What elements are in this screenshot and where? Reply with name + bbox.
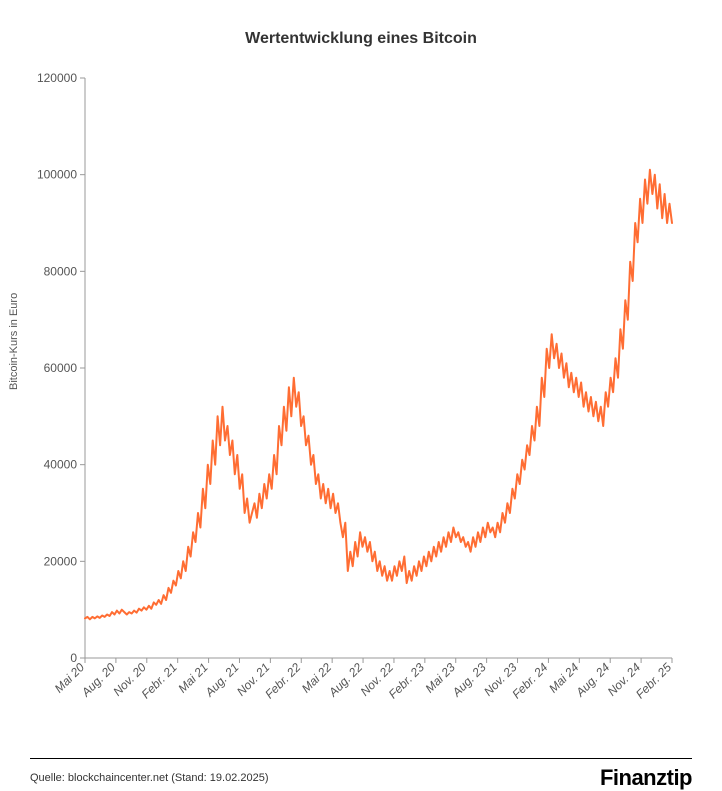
svg-text:Aug. 21: Aug. 21 bbox=[202, 660, 242, 700]
chart-title: Wertentwicklung eines Bitcoin bbox=[30, 30, 692, 48]
svg-text:Aug. 22: Aug. 22 bbox=[325, 660, 365, 700]
svg-text:80000: 80000 bbox=[44, 264, 78, 278]
brand-logo: Finanztip bbox=[600, 765, 692, 791]
chart-container: Wertentwicklung eines Bitcoin Bitcoin-Ku… bbox=[0, 0, 722, 783]
price-line bbox=[85, 170, 672, 620]
svg-text:100000: 100000 bbox=[37, 168, 77, 182]
svg-text:Aug. 24: Aug. 24 bbox=[572, 660, 612, 700]
source-text: Quelle: blockchaincenter.net (Stand: 19.… bbox=[30, 772, 269, 784]
svg-text:40000: 40000 bbox=[44, 458, 78, 472]
svg-text:120000: 120000 bbox=[37, 71, 77, 85]
svg-text:Aug. 20: Aug. 20 bbox=[78, 660, 118, 700]
svg-text:60000: 60000 bbox=[44, 361, 78, 375]
chart-footer: Quelle: blockchaincenter.net (Stand: 19.… bbox=[30, 758, 692, 791]
svg-text:Aug. 23: Aug. 23 bbox=[449, 660, 489, 700]
chart-svg: 020000400006000080000100000120000Mai 20A… bbox=[30, 68, 692, 748]
y-axis-label: Bitcoin-Kurs in Euro bbox=[8, 293, 20, 390]
svg-text:20000: 20000 bbox=[44, 554, 78, 568]
plot-area: 020000400006000080000100000120000Mai 20A… bbox=[30, 68, 692, 688]
